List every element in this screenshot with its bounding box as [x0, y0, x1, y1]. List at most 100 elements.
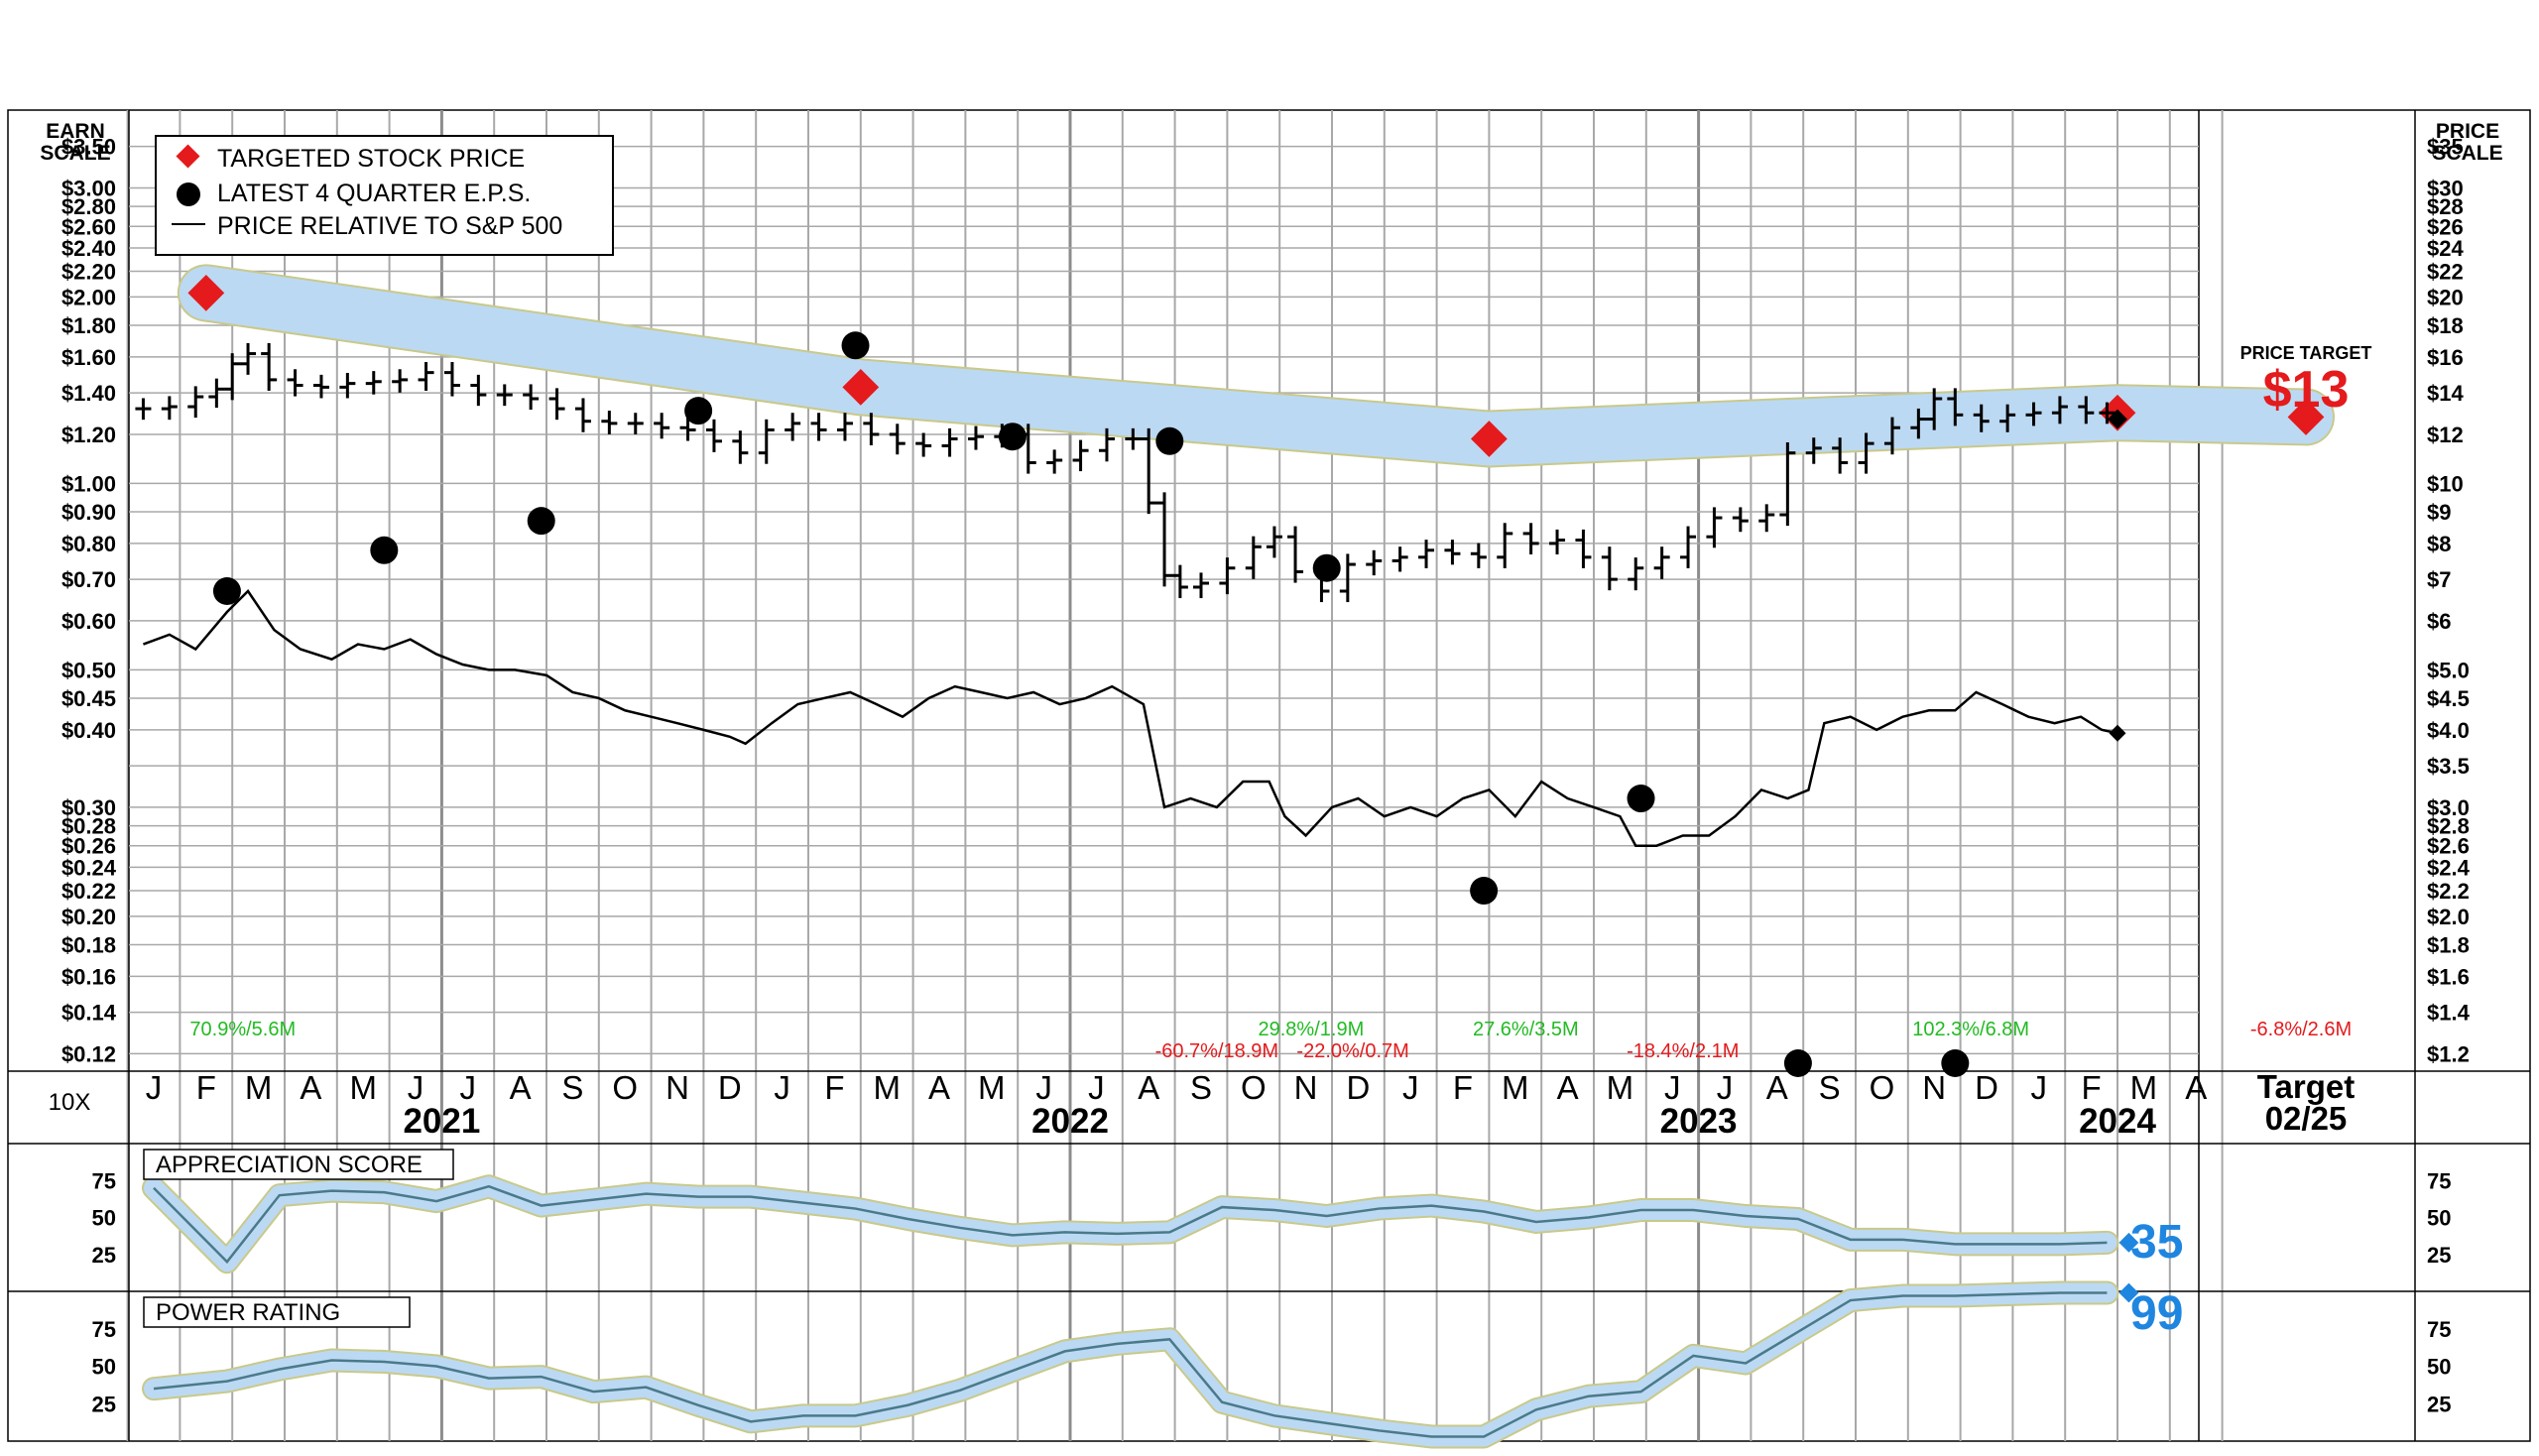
month-label: J	[1664, 1069, 1681, 1106]
eps-dot	[212, 576, 241, 605]
legend-item-relative: PRICE RELATIVE TO S&P 500	[217, 212, 562, 240]
month-label: F	[1453, 1069, 1473, 1106]
price-tick-label: $7	[2427, 567, 2451, 592]
price-tick-label: $2.0	[2427, 905, 2470, 929]
price-tick-label: $3.5	[2427, 754, 2470, 779]
price-tick-label: $1.2	[2427, 1041, 2470, 1066]
legend-item-target: TARGETED STOCK PRICE	[217, 145, 525, 173]
volume-annotation: -60.7%/18.9M	[1155, 1040, 1279, 1062]
earn-tick-label: $1.80	[61, 313, 116, 338]
month-label: M	[1607, 1069, 1634, 1106]
month-label: D	[1346, 1069, 1370, 1106]
grid-lines	[8, 110, 2530, 1441]
earn-tick-label: $0.26	[61, 834, 116, 859]
price-target-value: $13	[2263, 361, 2350, 419]
target-volume-annotation: -6.8%/2.6M	[2250, 1019, 2352, 1040]
appreciation-tick-right: 50	[2427, 1206, 2451, 1231]
earn-tick-label: $3.50	[61, 135, 116, 160]
earn-tick-label: $0.30	[61, 795, 116, 820]
month-label: N	[665, 1069, 689, 1106]
volume-annotation: 102.3%/6.8M	[1912, 1019, 2029, 1040]
month-label: A	[1138, 1069, 1159, 1106]
eps-dot	[841, 331, 870, 360]
month-label: M	[873, 1069, 901, 1106]
appreciation-title-box	[143, 1149, 454, 1180]
price-tick-label: $18	[2427, 313, 2464, 338]
earn-tick-label: $1.60	[61, 345, 116, 370]
month-label: F	[2082, 1069, 2102, 1106]
eps-dots	[212, 331, 1970, 1077]
target-diamond-marker	[187, 274, 225, 311]
power-tick-right: 75	[2427, 1317, 2451, 1342]
target-column-title: Target	[2257, 1068, 2355, 1105]
month-label: M	[245, 1069, 273, 1106]
month-label: D	[718, 1069, 742, 1106]
price-tick-label: $20	[2427, 285, 2464, 309]
eps-dot	[1155, 426, 1184, 455]
earn-tick-label: $0.40	[61, 718, 116, 743]
appreciation-tick-left: 25	[92, 1243, 116, 1268]
month-label: J	[1088, 1069, 1105, 1106]
month-label: O	[1241, 1069, 1267, 1106]
month-label: J	[1402, 1069, 1419, 1106]
legend-item-eps: LATEST 4 QUARTER E.P.S.	[217, 180, 531, 207]
price-tick-label: $10	[2427, 471, 2464, 496]
relative-strength-line	[143, 589, 2126, 847]
target-diamond-marker	[2287, 399, 2325, 435]
earn-tick-label: $0.22	[61, 879, 116, 904]
legend-diamond-icon	[176, 144, 200, 169]
volume-annotation: -18.4%/2.1M	[1627, 1040, 1739, 1062]
price-tick-label: $16	[2427, 345, 2464, 370]
month-label: A	[1557, 1069, 1579, 1106]
eps-dot	[370, 536, 399, 564]
eps-dot	[998, 423, 1027, 451]
price-last-marker	[2108, 409, 2127, 429]
price-tick-label: $2.6	[2427, 834, 2470, 859]
price-tick-label: $9	[2427, 500, 2451, 525]
month-label: F	[824, 1069, 844, 1106]
power-latest-value: 99	[2130, 1287, 2183, 1340]
power-band	[144, 1282, 2117, 1447]
earn-tick-label: $2.00	[61, 285, 116, 309]
earn-tick-label: $0.14	[61, 1001, 117, 1026]
axis-labels: $3.50$3.00$2.80$2.60$2.40$2.20$2.00$1.80…	[61, 135, 2471, 1141]
eps-dot	[1627, 785, 1655, 813]
price-tick-label: $4.5	[2427, 686, 2470, 711]
power-rating-title: POWER RATING	[156, 1299, 340, 1326]
eps-dot	[527, 507, 555, 536]
target-diamond-marker	[842, 369, 880, 406]
eps-dot	[1312, 553, 1341, 582]
price-tick-label: $2.4	[2427, 855, 2471, 880]
price-tick-label: $26	[2427, 214, 2464, 239]
month-label: J	[1035, 1069, 1052, 1106]
target-price-band	[177, 264, 2335, 468]
price-tick-label: $3.0	[2427, 795, 2470, 820]
month-label: A	[928, 1069, 950, 1106]
earn-scale-label: EARN	[46, 120, 105, 143]
earn-tick-label: $0.80	[61, 532, 116, 556]
price-tick-label: $35	[2427, 135, 2464, 160]
earn-tick-label: $1.40	[61, 381, 116, 406]
score-panels: 75 75 50 50 25 25 75 75 50 50 25 25	[92, 1168, 2451, 1449]
month-label: A	[1766, 1069, 1788, 1106]
appreciation-last-marker	[2118, 1232, 2139, 1253]
month-label: A	[510, 1069, 532, 1106]
month-label: S	[561, 1069, 583, 1106]
volume-annotation: 27.6%/3.5M	[1473, 1019, 1579, 1040]
month-label: N	[1922, 1069, 1946, 1106]
earn-tick-label: $2.60	[61, 214, 116, 239]
appreciation-tick-right: 25	[2427, 1243, 2451, 1268]
target-diamond-marker	[1471, 421, 1508, 457]
appreciation-tick-left: 50	[92, 1206, 116, 1231]
earn-tick-label: $3.00	[61, 176, 116, 200]
price-tick-label: $28	[2427, 194, 2464, 219]
multiplier-label: 10X	[49, 1089, 91, 1116]
legend-dot-icon	[177, 182, 200, 206]
month-label: J	[408, 1069, 424, 1106]
price-tick-label: $4.0	[2427, 718, 2470, 743]
price-tick-label: $12	[2427, 423, 2464, 447]
power-tick-right: 50	[2427, 1355, 2451, 1380]
volume-annotations: 70.9%/5.6M 29.8%/1.9M-60.7%/18.9M -22.0%/0…	[189, 1019, 2029, 1062]
earn-tick-label: $2.40	[61, 236, 116, 261]
price-tick-label: $8	[2427, 532, 2451, 556]
